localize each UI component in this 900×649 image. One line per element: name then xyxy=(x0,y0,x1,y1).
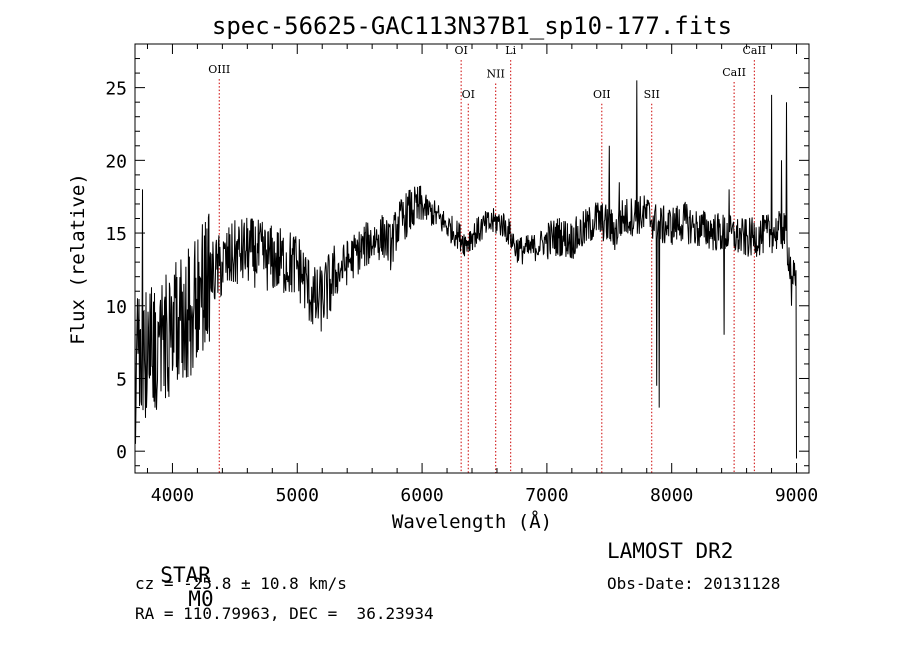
line-marker-label: Li xyxy=(505,44,516,57)
class-label: STAR xyxy=(160,563,211,587)
line-marker-label: OI xyxy=(454,44,467,57)
subclass-label: M0 xyxy=(188,587,214,611)
object-class: STAR M0 xyxy=(135,539,214,611)
line-marker-label: CaII xyxy=(722,66,746,79)
line-marker-label: CaII xyxy=(742,44,766,57)
y-tick-label: 10 xyxy=(105,297,127,318)
x-axis-label: Wavelength (Å) xyxy=(392,510,552,533)
line-marker-label: OI xyxy=(462,88,475,101)
y-axis-label: Flux (relative) xyxy=(67,173,89,345)
line-marker-label: NII xyxy=(487,67,505,80)
x-tick-label: 8000 xyxy=(650,485,693,506)
line-marker-label: OIII xyxy=(208,63,230,76)
y-tick-label: 5 xyxy=(116,369,127,390)
chart-title: spec-56625-GAC113N37B1_sp10-177.fits xyxy=(212,12,732,40)
line-marker-label: SII xyxy=(644,88,660,101)
line-marker-label: OII xyxy=(593,88,611,101)
obs-date: Obs-Date: 20131128 xyxy=(607,574,781,593)
x-axis: 4000 5000 6000 7000 8000 9000 xyxy=(146,44,818,506)
spectrum-chart: spec-56625-GAC113N37B1_sp10-177.fits OII… xyxy=(67,12,818,533)
x-tick-label: 9000 xyxy=(775,485,818,506)
y-tick-label: 15 xyxy=(105,224,127,245)
cz-value: cz = -25.8 ± 10.8 km/s xyxy=(135,574,347,593)
x-tick-label: 7000 xyxy=(525,485,568,506)
coordinates: RA = 110.79963, DEC = 36.23934 xyxy=(135,604,434,623)
series-flux xyxy=(134,80,797,459)
y-tick-label: 0 xyxy=(116,442,127,463)
survey-label: LAMOST DR2 xyxy=(607,539,734,563)
y-tick-label: 20 xyxy=(105,151,127,172)
x-tick-label: 4000 xyxy=(151,485,194,506)
x-tick-label: 6000 xyxy=(400,485,443,506)
series-layer xyxy=(134,80,797,459)
y-tick-label: 25 xyxy=(105,79,127,100)
x-tick-label: 5000 xyxy=(276,485,319,506)
y-axis: 0 5 10 15 20 25 xyxy=(105,58,809,467)
